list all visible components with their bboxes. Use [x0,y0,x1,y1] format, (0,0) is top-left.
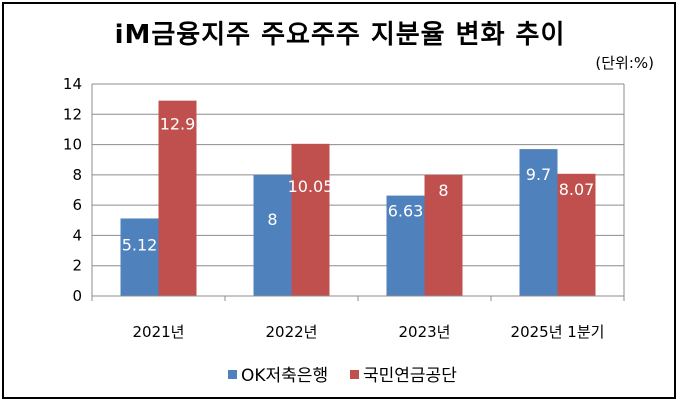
bar [557,173,596,296]
bar [120,218,159,296]
unit-note: (단위:%) [595,54,654,72]
data-label: 9.7 [526,165,551,184]
data-label: 8 [267,210,277,229]
data-label: 6.63 [388,202,424,221]
data-label: 8 [438,181,448,200]
x-tick-label: 2025년 1분기 [511,323,605,341]
data-label: 12.9 [160,115,196,134]
y-tick-label: 10 [63,136,82,154]
y-tick-label: 2 [72,257,82,275]
chart-title: iM금융지주 주요주주 지분율 변화 추이 [114,20,566,50]
y-tick-label: 14 [63,75,82,93]
x-tick-label: 2021년 [133,323,185,341]
bar [386,195,425,296]
bar [291,143,330,296]
data-labels: 5.12 12.9 8 10.05 6.63 8 9.7 8.07 [122,115,595,255]
x-tick-label: 2022년 [266,323,318,341]
axes: 0 2 4 6 8 10 12 14 2021년 2022년 2023년 2025년 1분기 [63,75,625,341]
legend-swatch [350,370,359,379]
bar [253,174,292,296]
y-tick-label: 0 [72,287,82,305]
bar [519,149,558,296]
bar [424,174,463,296]
legend: OK저축은행 국민연금공단 [228,366,457,386]
y-tick-label: 4 [72,226,82,244]
y-tick-label: 6 [72,196,82,214]
data-label: 8.07 [559,180,595,199]
data-label: 10.05 [288,177,334,196]
y-tick-label: 12 [63,105,82,123]
x-tick-label: 2023년 [399,323,451,341]
data-label: 5.12 [122,235,158,254]
legend-swatch [228,370,237,379]
bar [158,100,197,297]
y-tick-label: 8 [72,166,82,184]
bars [120,100,596,297]
legend-label: OK저축은행 [241,366,328,386]
legend-label: 국민연금공단 [363,366,457,386]
